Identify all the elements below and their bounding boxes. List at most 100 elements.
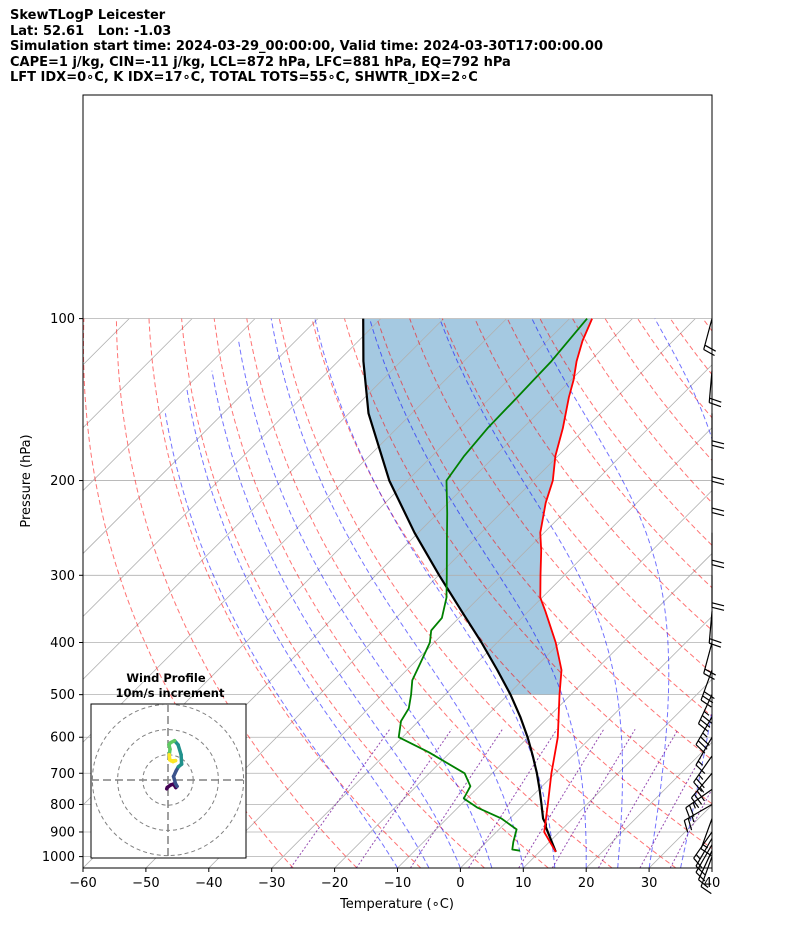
dry-adiabat-line	[148, 318, 422, 868]
wind-barb	[708, 370, 722, 408]
wind-barb-flag	[704, 668, 716, 676]
wind-barb	[711, 480, 725, 517]
y-tick-label: 300	[50, 569, 75, 584]
wind-barb-shaft	[700, 856, 713, 887]
wind-barb-flag	[711, 511, 725, 517]
hodograph: Wind Profile 10m/s increment	[90, 671, 247, 859]
parcel-line	[362, 318, 557, 853]
title-line: SkewTLogP Leicester	[10, 8, 166, 23]
y-tick-label: 800	[50, 798, 75, 813]
hodograph-title: Wind Profile	[126, 671, 206, 685]
isotherm-line	[0, 319, 66, 868]
dry-adiabat-line	[539, 318, 712, 546]
x-tick-label: 0	[456, 876, 464, 891]
y-tick-label: 100	[50, 312, 75, 327]
isotherm-line	[83, 318, 193, 429]
wind-barb-flag	[711, 440, 725, 445]
wind-barb-half-flag	[698, 774, 704, 780]
wind-barb-flag	[687, 818, 693, 831]
wind-barb-flag	[711, 507, 725, 512]
wind-barb-flag	[711, 480, 725, 485]
moist-adiabat-line	[186, 388, 430, 868]
isotherm-line	[0, 319, 3, 868]
wind-barb-flag	[700, 699, 712, 708]
hodograph-segment	[176, 742, 183, 757]
dry-adiabat-line	[637, 318, 712, 419]
dry-adiabat-line	[441, 318, 712, 674]
wind-barb	[685, 788, 713, 820]
wind-barb	[711, 532, 725, 569]
moist-adiabat-line	[164, 413, 398, 868]
hodograph-plot	[91, 704, 246, 858]
isotherm-line	[208, 364, 712, 868]
wind-barbs	[683, 318, 725, 895]
isotherm-line	[83, 318, 256, 492]
wind-barb-flag	[704, 344, 716, 352]
x-axis-label: Temperature (∘C)	[339, 897, 454, 912]
cape-area	[363, 318, 593, 695]
dry-adiabat-line	[669, 318, 712, 376]
location-line: Lat: 52.61 Lon: -1.03	[10, 23, 172, 39]
mixing-ratio-line	[468, 729, 558, 868]
x-tick-label: −50	[132, 876, 159, 891]
mixing-ratio-line	[518, 729, 605, 868]
wind-barb	[711, 575, 725, 611]
x-tick-label: −20	[321, 876, 348, 891]
indices-line: LFT IDX=0∘C, K IDX=17∘C, TOTAL TOTS=55∘C…	[10, 70, 478, 85]
wind-barb-flag	[703, 672, 715, 680]
wind-barb-flag	[700, 848, 712, 857]
wind-barb-shaft	[703, 318, 713, 350]
wind-barb-flag	[683, 820, 689, 833]
wind-barb-flag	[698, 879, 709, 888]
wind-barb-flag	[711, 602, 725, 607]
wind-barb	[697, 850, 713, 888]
y-axis-label: Pressure (hPa)	[19, 434, 34, 527]
wind-barb-flag	[709, 402, 722, 408]
wind-barb-half-flag	[703, 710, 710, 716]
wind-barb-flag	[700, 736, 710, 746]
wind-barb-shaft	[703, 642, 713, 674]
wind-barb-flag	[711, 559, 725, 564]
wind-barb	[693, 755, 713, 792]
wind-barb-flag	[688, 804, 695, 817]
time-line: Simulation start time: 2024-03-29_00:00:…	[10, 39, 603, 54]
wind-barb-half-flag	[697, 760, 704, 766]
isotherm-line	[83, 318, 382, 617]
moist-adiabat-line	[211, 370, 461, 868]
y-tick-label: 500	[50, 688, 75, 703]
isotherm-line	[83, 318, 507, 743]
dry-adiabat-line	[115, 318, 358, 868]
wind-barb-flag	[695, 744, 706, 754]
wind-barb-flag	[695, 778, 705, 789]
wind-barb-shaft	[697, 694, 713, 724]
wind-barb-flag	[695, 871, 706, 882]
dry-adiabat-line	[376, 318, 712, 761]
dry-adiabats	[83, 318, 712, 868]
dry-adiabat-line	[344, 318, 712, 805]
wind-barb	[700, 856, 713, 895]
wind-barb-flag	[685, 807, 691, 820]
wind-barb-half-flag	[699, 787, 705, 793]
wind-barb-flag	[702, 695, 714, 704]
y-axis: 100 200 300 400 500 600 700 800 900 1000	[42, 312, 83, 865]
moist-adiabat-line	[531, 318, 670, 868]
dry-adiabat-line	[278, 318, 677, 868]
isotherm-line	[83, 318, 444, 680]
wind-barb-flag	[693, 793, 703, 805]
profile-lines	[362, 318, 593, 853]
wind-barb-flag	[711, 606, 725, 611]
moist-adiabat-line	[711, 866, 712, 868]
isotherm-line	[585, 741, 712, 868]
wind-barb-flag	[711, 444, 725, 449]
wind-barb-flag	[700, 886, 712, 895]
wind-barb-half-flag	[692, 802, 696, 809]
chart-header: SkewTLogP Leicester Lat: 52.61 Lon: -1.0…	[10, 8, 603, 86]
wind-barb-flag	[711, 476, 725, 481]
wind-barb-flag	[693, 857, 703, 868]
wind-barb-half-flag	[691, 815, 695, 823]
mixing-ratio-line	[551, 729, 636, 868]
dry-adiabat-line	[246, 318, 613, 868]
y-tick-label: 600	[50, 731, 75, 746]
dewpoint-line	[397, 318, 588, 852]
wind-barb-flag	[696, 790, 705, 802]
